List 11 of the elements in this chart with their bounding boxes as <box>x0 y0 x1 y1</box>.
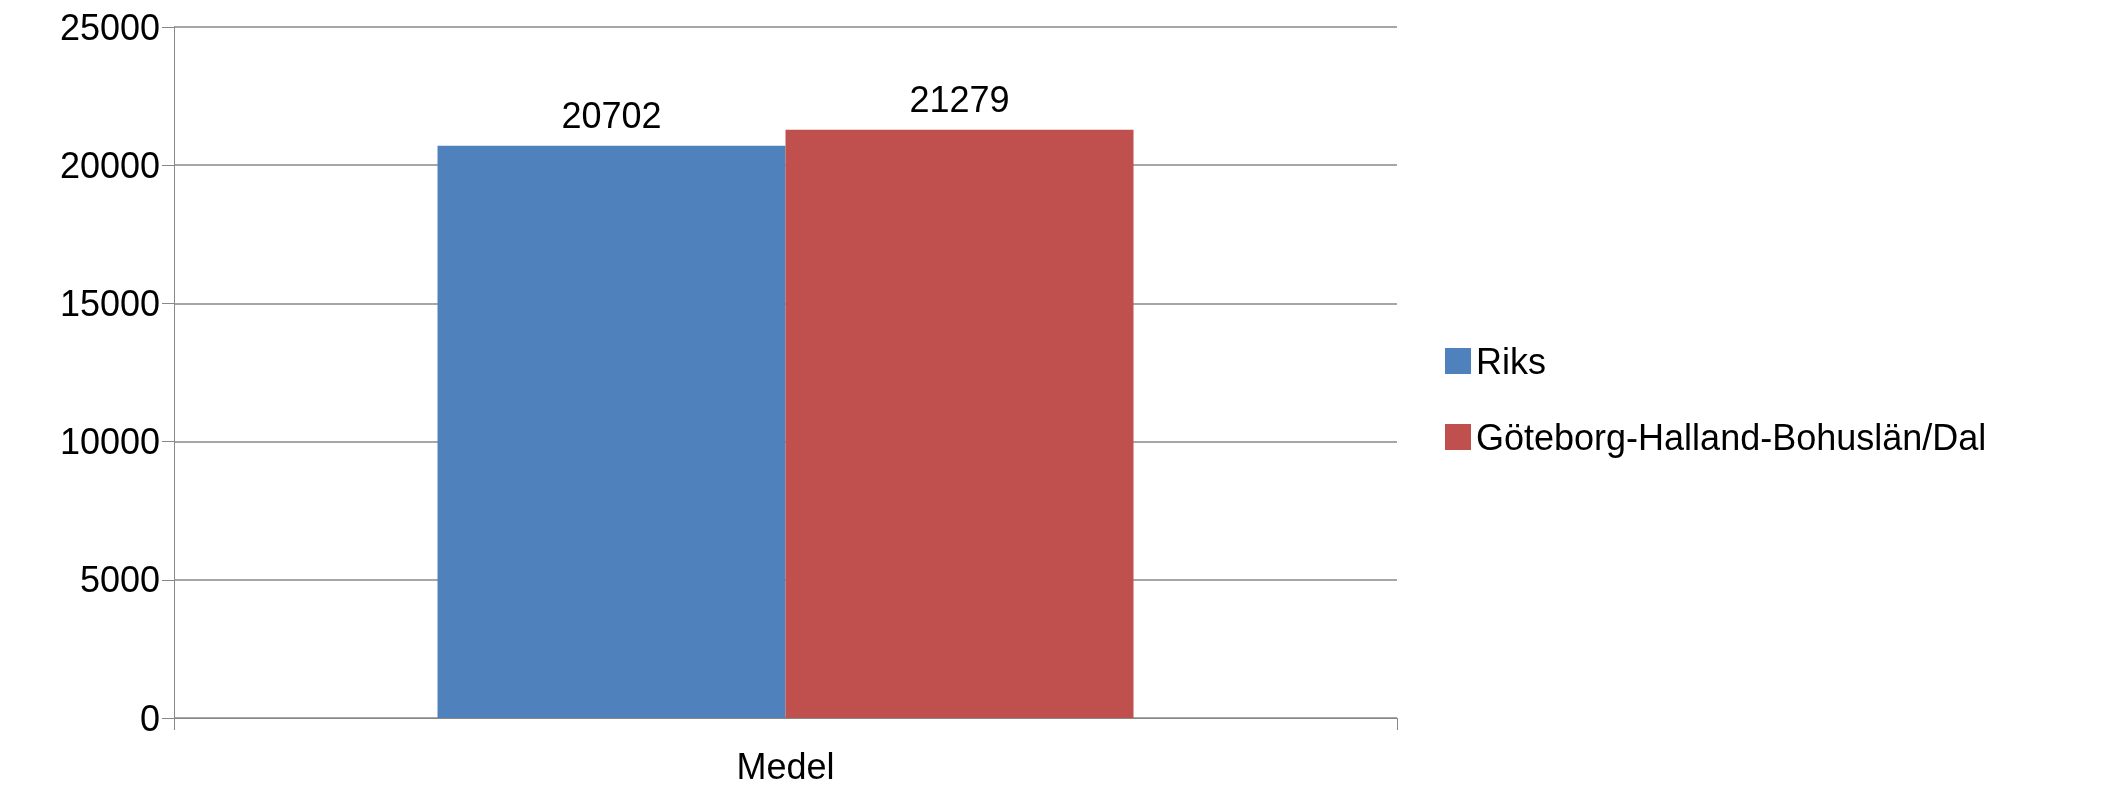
legend-label: Riks <box>1476 340 1546 382</box>
legend-label: Göteborg-Halland-Bohuslän/Dal <box>1476 416 1987 458</box>
x-tick-label: Medel <box>736 745 835 787</box>
y-tick-label: 15000 <box>59 282 160 324</box>
data-label: 20702 <box>561 95 662 137</box>
y-tick-label: 25000 <box>59 6 160 48</box>
y-tick-label: 5000 <box>79 559 160 601</box>
y-tick-label: 10000 <box>59 421 160 463</box>
data-label: 21279 <box>909 79 1010 121</box>
y-tick-label: 20000 <box>59 144 160 186</box>
y-tick-label: 0 <box>139 697 160 739</box>
